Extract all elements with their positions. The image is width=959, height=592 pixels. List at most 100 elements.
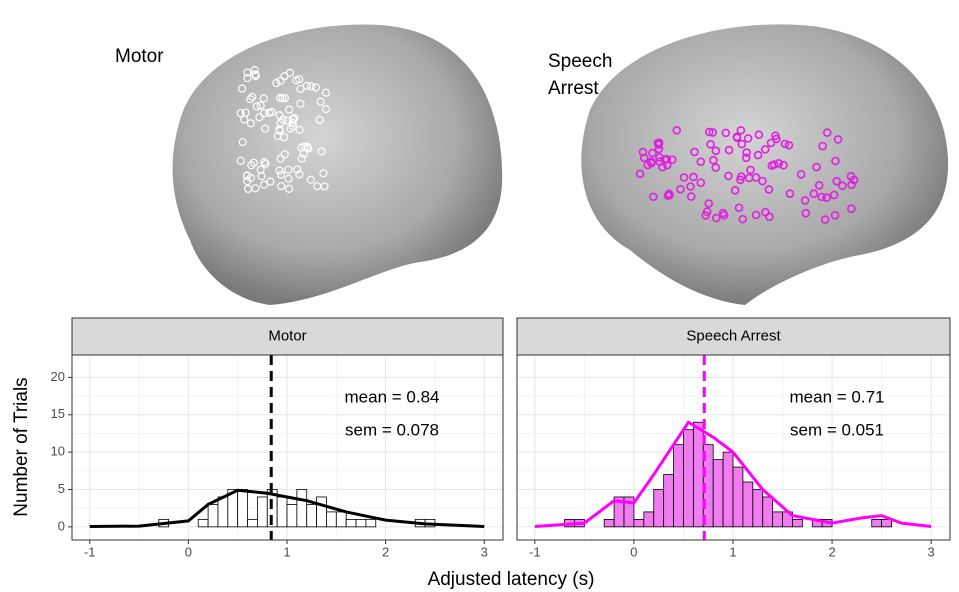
electrode — [286, 124, 295, 133]
electrode — [275, 166, 284, 175]
panel-border — [516, 354, 951, 541]
x-tick-label: 0 — [185, 544, 192, 559]
electrode — [296, 99, 305, 108]
electrode — [672, 125, 682, 135]
x-axis-label: Adjusted latency (s) — [428, 569, 595, 590]
electrode — [676, 184, 685, 194]
electrode — [743, 134, 753, 143]
electrode — [249, 158, 258, 167]
x-tick-label: -1 — [529, 544, 541, 559]
bar — [237, 489, 248, 528]
electrode — [751, 210, 761, 220]
electrode — [295, 125, 304, 134]
electrode — [758, 176, 767, 186]
electrode — [246, 95, 255, 104]
electrode — [276, 154, 285, 163]
electrode — [646, 157, 656, 166]
electrode — [780, 139, 790, 149]
electrode — [272, 78, 281, 88]
bar — [643, 511, 655, 528]
electrode — [653, 138, 663, 148]
electrode — [701, 211, 711, 220]
electrode — [689, 172, 698, 182]
electrode — [252, 102, 261, 111]
electrode — [686, 192, 696, 201]
electrode — [831, 156, 840, 166]
electrode — [261, 124, 270, 133]
electrode — [238, 84, 247, 93]
bar — [217, 496, 229, 528]
electrode — [736, 126, 746, 135]
bar — [792, 518, 803, 528]
panel-title: Motor — [268, 327, 306, 344]
bar — [762, 496, 774, 528]
electrode — [250, 66, 259, 75]
electrode — [280, 72, 289, 81]
electrode — [742, 148, 751, 157]
electrode — [300, 142, 309, 151]
electrode — [822, 128, 832, 137]
electrode — [292, 76, 301, 85]
x-tick-label: 1 — [729, 544, 736, 559]
bar — [692, 421, 704, 528]
electrode — [246, 173, 255, 182]
electrode — [660, 155, 670, 164]
electrode — [317, 147, 326, 156]
electrode — [311, 83, 320, 92]
electrode — [236, 109, 245, 118]
electrode — [243, 184, 253, 193]
electrode — [796, 169, 806, 179]
electrode — [283, 116, 292, 125]
bar — [326, 511, 337, 528]
bar — [742, 481, 754, 528]
electrode — [830, 211, 840, 220]
electrode — [814, 180, 824, 190]
electrode — [658, 162, 667, 172]
electrode — [648, 148, 657, 158]
electrode — [690, 147, 699, 157]
electrode — [307, 82, 316, 91]
bar — [286, 504, 298, 528]
bar — [276, 496, 288, 528]
electrode — [288, 118, 297, 128]
brain-label: Speech Arrest — [548, 51, 613, 99]
electrode — [774, 159, 784, 168]
panel-border — [71, 354, 504, 541]
electrode — [809, 189, 819, 199]
electrode — [829, 190, 839, 200]
electrode — [280, 94, 289, 103]
electrode — [664, 189, 674, 199]
electrode — [256, 101, 265, 110]
bar — [296, 489, 308, 528]
electrode — [296, 84, 305, 94]
electrode — [785, 189, 795, 198]
electrode — [741, 153, 751, 163]
electrode — [761, 207, 770, 217]
electrode — [321, 88, 331, 97]
electrode — [734, 203, 744, 213]
electrode — [638, 147, 648, 157]
bar — [207, 504, 219, 528]
electrode — [260, 109, 269, 118]
electrode — [817, 192, 827, 202]
brain-right — [581, 24, 949, 305]
x-tick-label: 1 — [283, 544, 290, 559]
x-tick-label: 2 — [828, 544, 835, 559]
electrode — [238, 137, 247, 147]
electrode — [246, 119, 255, 128]
electrode — [261, 159, 270, 168]
electrode — [696, 157, 706, 167]
electrode — [784, 140, 794, 150]
electrode — [248, 92, 257, 101]
electrode — [696, 178, 706, 187]
electrode — [822, 193, 831, 202]
electrode — [764, 185, 774, 194]
electrode — [302, 81, 311, 90]
bar — [345, 518, 357, 528]
annotation: mean = 0.71 — [790, 387, 885, 406]
electrode — [284, 184, 294, 193]
electrode — [275, 111, 284, 120]
